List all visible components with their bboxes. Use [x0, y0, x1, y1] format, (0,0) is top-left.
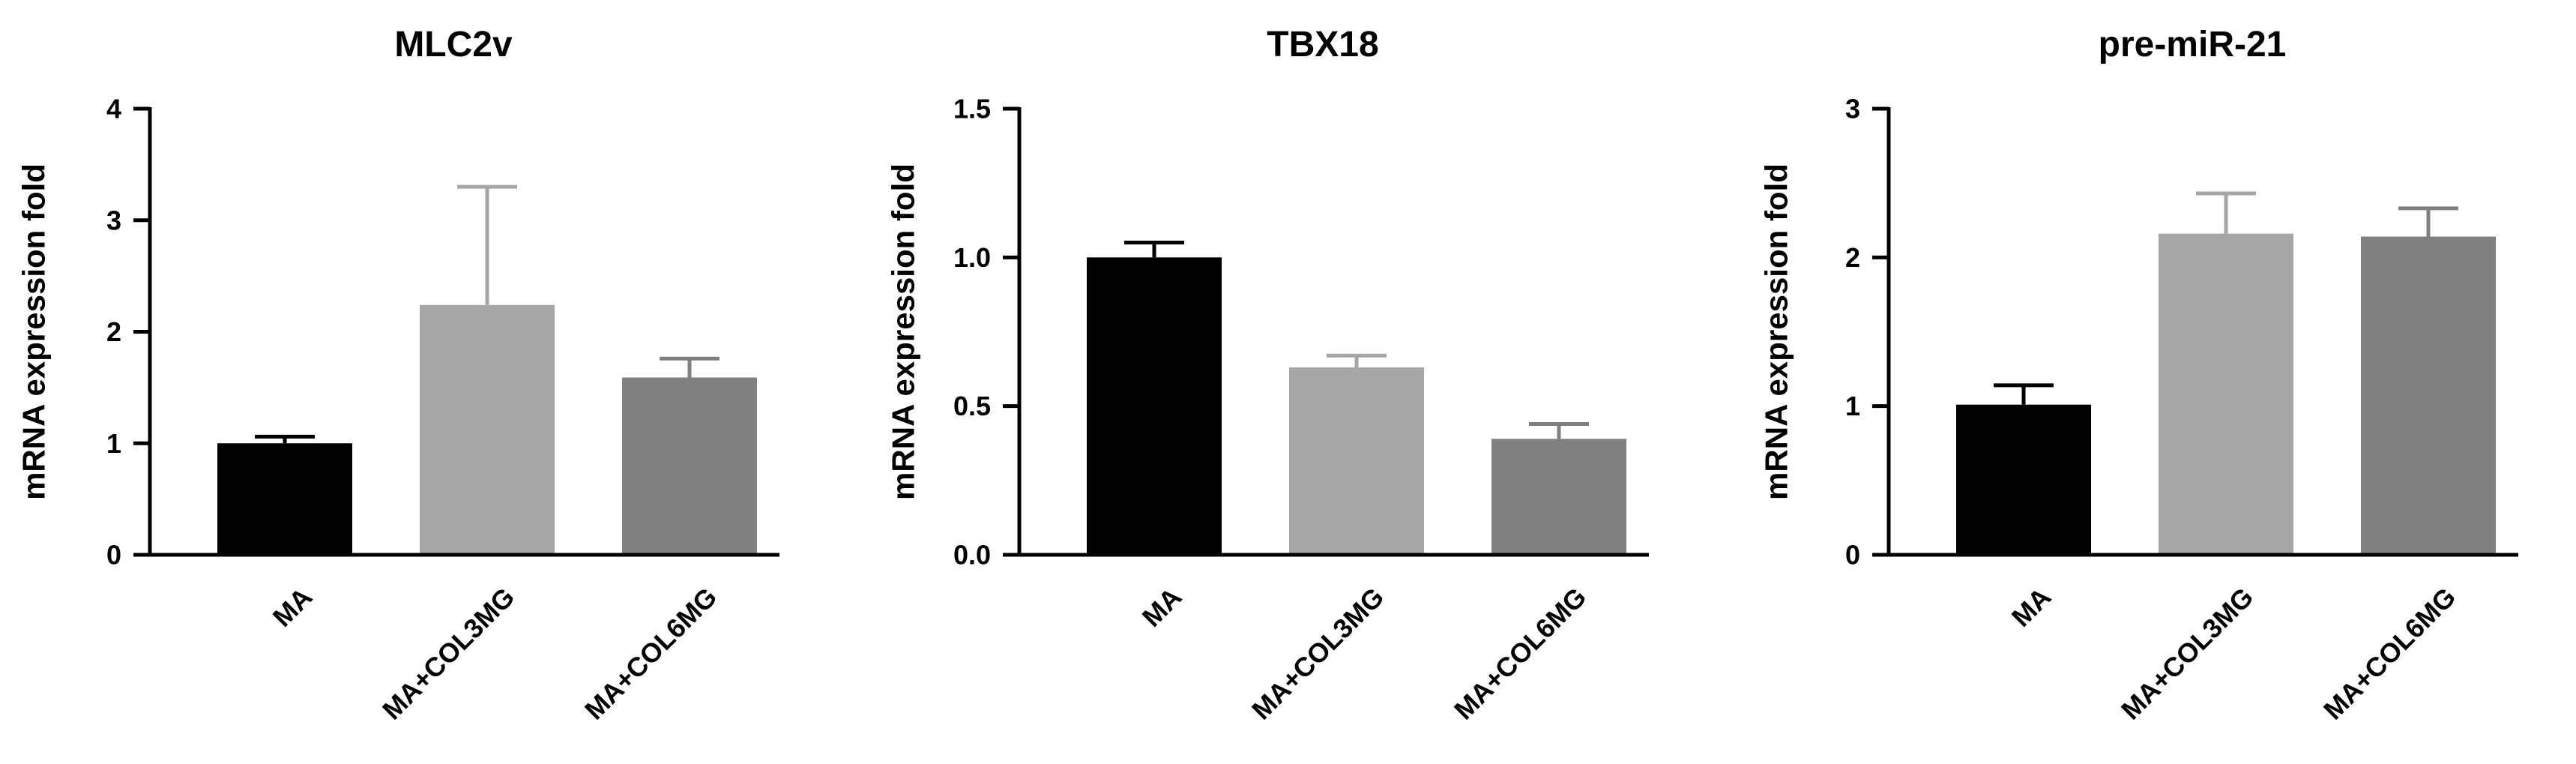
bar-ma-col6mg — [1491, 439, 1626, 555]
x-category-label: MA+COL3MG — [1246, 581, 1390, 725]
bar-ma-col6mg — [2361, 236, 2496, 555]
y-axis-label: mRNA expression fold — [16, 163, 52, 500]
y-axis-label: mRNA expression fold — [886, 163, 921, 500]
chart-panel-2: TBX18 mRNA expression fold 0.0 0.5 1.0 1.5 MA M… — [886, 25, 1649, 726]
x-category-label: MA+COL3MG — [376, 581, 520, 725]
x-category-label: MA — [1136, 581, 1188, 633]
y-tick-label: 1 — [106, 428, 121, 459]
chart-title: TBX18 — [1267, 25, 1378, 64]
chart-panel-3: pre-miR-21 mRNA expression fold 0 1 2 3 MA MA+C… — [1759, 25, 2518, 726]
y-tick-label: 0 — [1845, 540, 1860, 571]
y-tick-label: 2 — [106, 316, 121, 347]
y-tick-label: 0 — [106, 540, 121, 571]
chart-title: pre-miR-21 — [2099, 25, 2287, 64]
y-tick-label: 3 — [106, 205, 121, 235]
bar-ma — [217, 443, 352, 555]
y-axis-label: mRNA expression fold — [1759, 163, 1794, 500]
y-tick-label: 3 — [1845, 94, 1860, 124]
bar-ma — [1087, 257, 1222, 555]
chart-title: MLC2v — [394, 25, 513, 64]
x-category-label: MA+COL6MG — [1448, 581, 1592, 725]
y-tick-label: 0.5 — [953, 391, 991, 421]
bar-ma-col3mg — [420, 304, 555, 555]
bar-ma-col6mg — [622, 377, 757, 555]
bar-ma-col3mg — [2159, 233, 2293, 555]
y-tick-label: 1 — [1845, 391, 1860, 421]
bar-ma — [1956, 404, 2091, 555]
x-category-label: MA+COL6MG — [579, 581, 723, 725]
chart-panel-1: MLC2v mRNA expression fold 0 1 2 3 4 MA MA+COL3M… — [16, 25, 779, 726]
x-category-label: MA — [2006, 581, 2057, 633]
bar-ma-col3mg — [1289, 367, 1424, 555]
y-tick-label: 0.0 — [953, 540, 991, 571]
x-category-label: MA+COL6MG — [2317, 581, 2461, 725]
y-tick-label: 1.0 — [953, 242, 991, 273]
x-category-label: MA — [267, 581, 319, 633]
y-tick-label: 4 — [106, 94, 121, 124]
x-category-label: MA+COL3MG — [2115, 581, 2259, 725]
y-tick-label: 2 — [1845, 242, 1860, 273]
y-tick-label: 1.5 — [953, 94, 991, 124]
